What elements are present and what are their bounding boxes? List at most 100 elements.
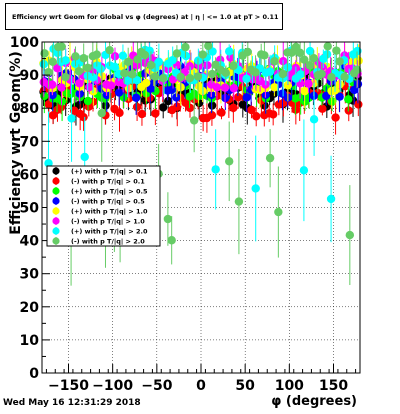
y-tick-label: 70 — [20, 134, 40, 150]
legend-marker — [52, 207, 60, 215]
data-point — [85, 82, 94, 92]
y-tick-label: 30 — [20, 267, 40, 283]
legend-marker — [52, 187, 60, 195]
x-tick-label: 0 — [196, 378, 206, 394]
data-point — [79, 54, 88, 63]
data-point — [340, 72, 349, 81]
data-point — [211, 60, 220, 69]
data-point — [295, 48, 305, 58]
data-point — [204, 41, 213, 51]
data-point — [168, 75, 178, 84]
data-point — [322, 91, 331, 101]
data-point — [159, 73, 168, 83]
data-point — [181, 42, 190, 52]
data-point — [252, 112, 261, 121]
data-point — [300, 86, 309, 96]
data-point — [261, 80, 270, 89]
axis-ticks — [42, 41, 357, 374]
legend-marker — [52, 227, 60, 235]
data-point — [265, 67, 275, 76]
data-point — [268, 110, 278, 119]
y-axis-label: Efficiency wrt Geom(%) — [8, 51, 24, 234]
y-tick-label: 40 — [20, 234, 40, 250]
data-point — [167, 85, 176, 94]
data-point — [168, 55, 177, 65]
data-point — [332, 46, 341, 55]
data-point — [211, 165, 220, 174]
data-point — [229, 61, 238, 71]
data-point — [176, 72, 185, 82]
data-point — [291, 42, 301, 52]
legend-box — [46, 165, 161, 247]
data-point — [345, 230, 355, 240]
y-tick-label: 0 — [29, 366, 39, 382]
data-point — [212, 83, 222, 92]
data-point — [53, 63, 62, 73]
data-point — [283, 81, 293, 90]
data-point — [221, 68, 231, 78]
data-point — [80, 152, 89, 162]
y-tick-label: 60 — [20, 167, 40, 183]
data-point — [251, 68, 260, 77]
data-point — [309, 115, 319, 124]
data-point — [296, 70, 305, 79]
data-point — [323, 42, 332, 51]
data-point — [317, 69, 326, 79]
data-point — [92, 50, 102, 59]
data-point — [74, 67, 84, 76]
data-point — [326, 194, 336, 204]
data-point — [57, 42, 67, 51]
data-point — [71, 52, 80, 61]
data-point — [344, 95, 353, 104]
data-point — [48, 57, 57, 67]
legend-label: (-) with p T/|q| > 0.5 — [71, 198, 145, 207]
data-point — [133, 55, 142, 64]
data-point — [274, 207, 283, 217]
legend-label: (-) with p T/|q| > 0.1 — [71, 178, 145, 187]
data-point — [251, 184, 260, 193]
data-point — [106, 81, 116, 90]
data-point — [229, 103, 238, 113]
data-point — [189, 116, 199, 125]
data-point — [61, 56, 70, 65]
data-point — [150, 72, 160, 81]
data-point — [48, 80, 57, 89]
x-tick-label: −50 — [141, 378, 172, 394]
data-point — [305, 61, 314, 70]
data-point — [44, 159, 53, 168]
data-point — [39, 60, 49, 69]
legend-marker — [52, 217, 60, 225]
data-point — [146, 60, 156, 70]
data-point — [304, 79, 313, 88]
data-point — [140, 50, 150, 60]
data-point — [131, 93, 141, 102]
data-point — [309, 53, 318, 63]
data-point — [287, 48, 296, 57]
x-axis-label: φ (degrees) — [271, 394, 357, 409]
data-point — [181, 51, 191, 61]
x-tick-label: 50 — [235, 378, 255, 394]
data-point — [198, 50, 208, 59]
legend-label: (+) with p T/|q| > 0.1 — [71, 168, 148, 177]
data-point — [278, 69, 287, 79]
data-point — [151, 109, 160, 118]
data-point — [114, 88, 124, 97]
data-point — [247, 105, 256, 115]
data-point — [79, 112, 88, 122]
data-point — [97, 108, 106, 118]
y-tick-label: 20 — [20, 300, 40, 316]
data-point — [243, 47, 253, 57]
data-point — [172, 93, 181, 102]
y-tick-label: 100 — [10, 35, 39, 51]
x-tick-label: −150 — [48, 378, 89, 394]
x-tick-label: 150 — [319, 378, 348, 394]
data-point — [57, 97, 67, 106]
data-point — [224, 47, 234, 56]
data-point — [110, 62, 120, 72]
data-point — [173, 102, 182, 111]
y-tick-label: 10 — [20, 333, 40, 349]
data-point — [83, 96, 93, 106]
data-point — [318, 104, 327, 113]
data-point — [270, 56, 279, 66]
y-tick-label: 50 — [20, 201, 40, 217]
